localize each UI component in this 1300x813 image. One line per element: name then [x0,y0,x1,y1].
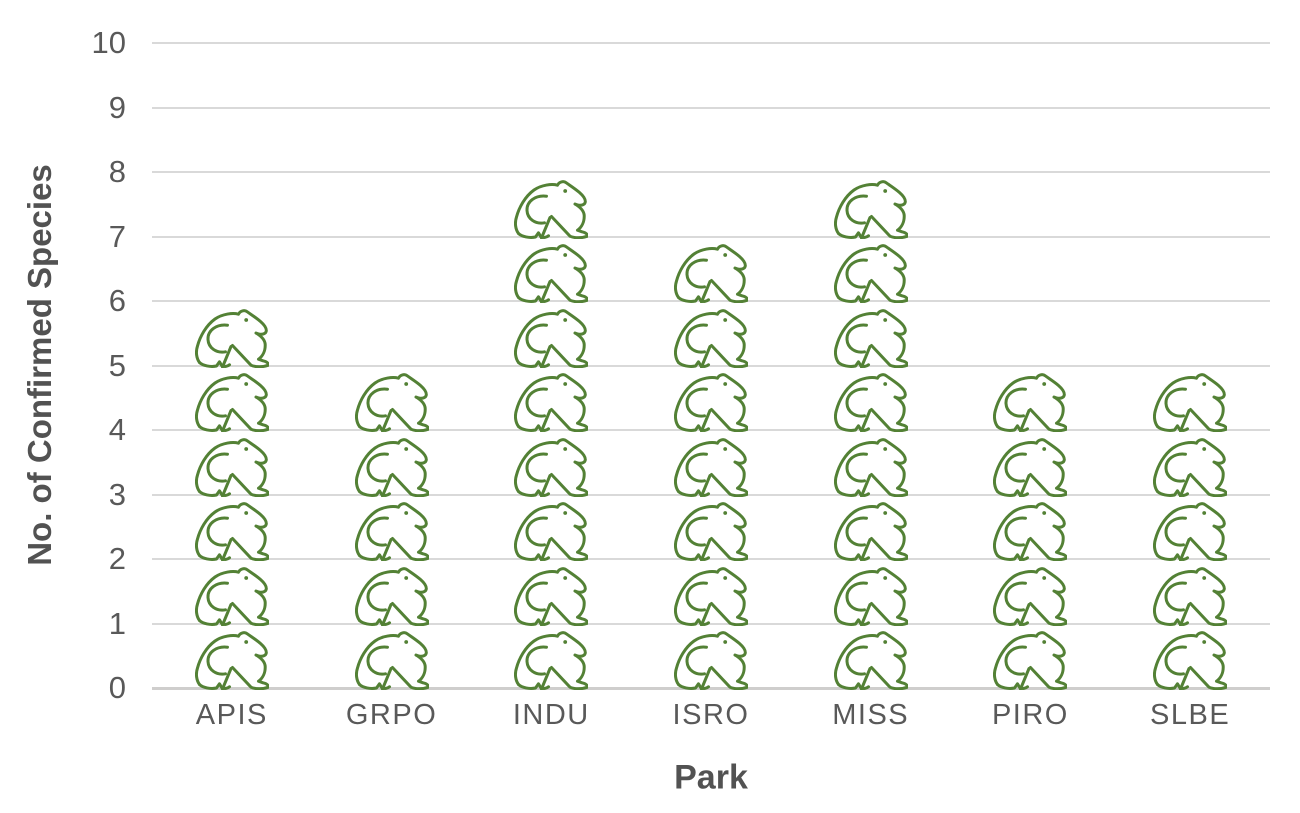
frog-icon [514,373,589,432]
frog-icon [194,437,269,497]
frog-icon [674,244,748,303]
frog-icon [194,566,269,626]
x-category-label: GRPO [345,699,438,731]
gridline [152,235,1270,238]
frog-icon [514,566,589,626]
frog-icon [1153,631,1228,690]
frog-icon [674,631,748,690]
gridline [152,364,1270,367]
frog-icon [674,437,748,497]
y-tick-label: 7 [108,218,126,254]
frog-icon [514,244,589,303]
gridline [152,106,1270,109]
y-tick-label: 1 [108,605,126,641]
frog-icon [1153,502,1228,561]
frog-icon [194,502,269,561]
frog-icon [833,631,908,690]
frog-icon [1153,437,1228,497]
gridline [152,171,1270,173]
frog-icon [674,502,748,561]
frog-icon [354,373,429,432]
frog-icon [514,179,589,239]
y-tick-label: 8 [108,154,126,189]
frog-icon [514,308,589,368]
y-tick-label: 4 [108,412,126,447]
y-tick-label: 10 [91,25,126,60]
frog-icon [1153,566,1228,626]
frog-icon [833,373,908,432]
frog-icon [833,179,908,239]
frog-icon [1153,373,1228,432]
x-category-label: ISRO [672,699,750,731]
frog-icon [993,502,1068,561]
y-tick-label: 0 [108,670,126,705]
frog-icon [833,437,908,497]
x-category-label: APIS [195,699,268,731]
frog-icon [354,631,429,690]
frog-icon [514,437,589,497]
frog-icon [674,308,748,368]
frog-icon [674,566,748,626]
gridline [152,42,1270,44]
frog-icon [194,373,269,432]
gridline [152,429,1270,431]
x-category-label: MISS [832,699,910,731]
frog-icon [833,502,908,561]
frog-icon [993,373,1068,432]
gridline [152,493,1270,496]
x-axis-title: Park [674,758,748,797]
y-tick-label: 5 [108,347,126,383]
frog-icon [674,373,748,432]
frog-icon [993,566,1068,626]
frog-icon [354,437,429,497]
frog-icon [514,631,589,690]
frog-icon [833,566,908,626]
frog-icon [194,308,269,368]
frog-icon [354,566,429,626]
frog-icon [993,631,1068,690]
y-axis-title: No. of Confirmed Species [21,164,58,566]
frog-icon [833,244,908,303]
gridline [152,622,1270,625]
frog-icon [514,502,589,561]
y-tick-label: 2 [108,541,126,576]
x-category-label: INDU [512,699,590,731]
y-tick-label: 6 [108,283,126,318]
frog-icon [354,502,429,561]
frog-icon [993,437,1068,497]
x-axis-baseline [152,686,1270,690]
gridline [152,300,1270,302]
y-tick-label: 3 [108,476,126,512]
frog-icon [833,308,908,368]
y-tick-label: 9 [108,89,126,125]
gridline [152,558,1270,560]
x-category-label: SLBE [1150,699,1231,731]
x-category-label: PIRO [991,699,1069,731]
frog-icon [194,631,269,690]
